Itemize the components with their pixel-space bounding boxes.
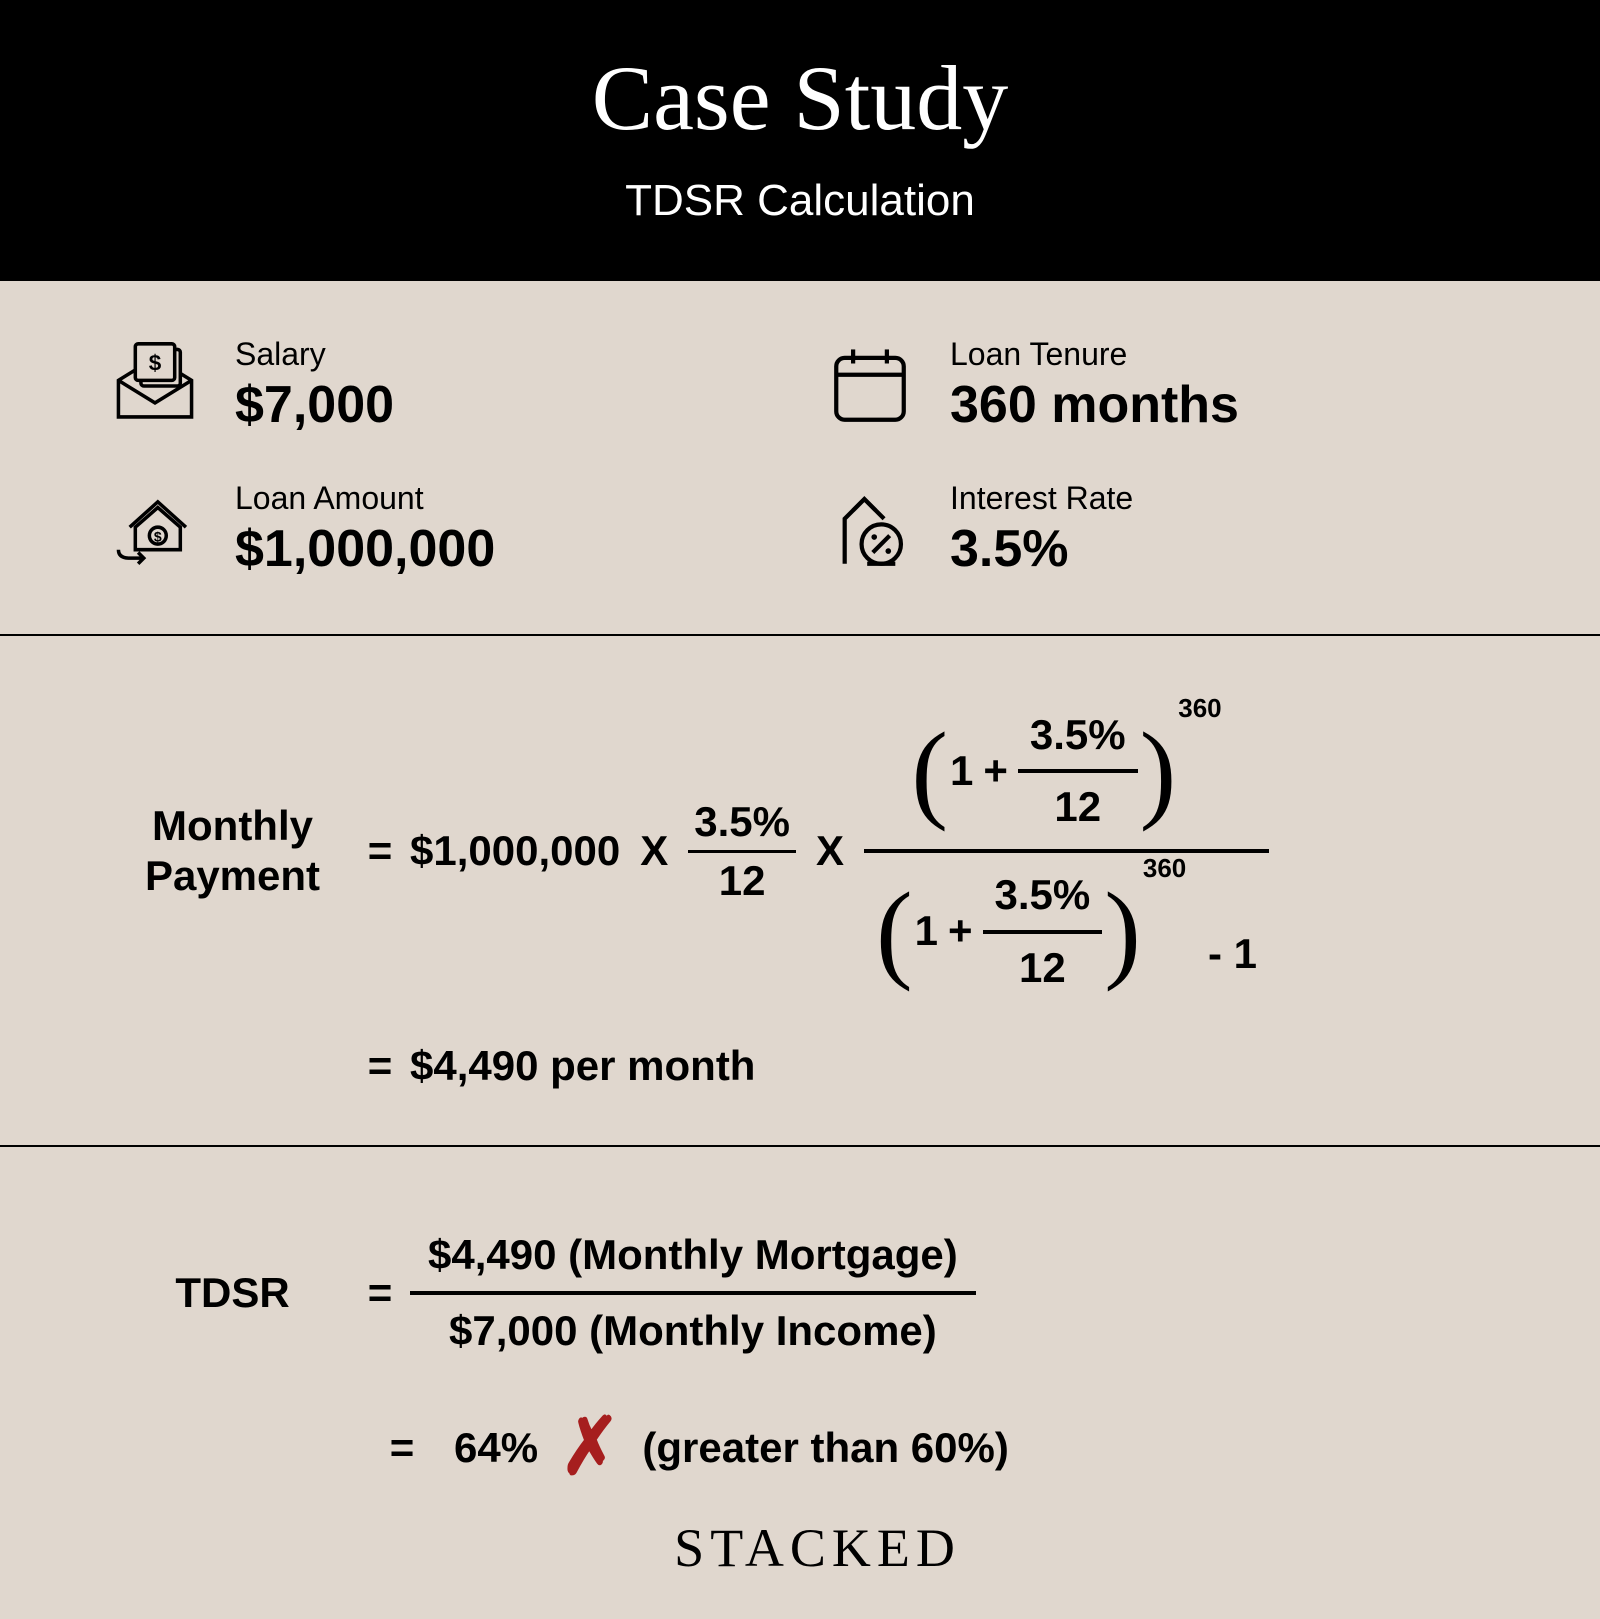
- equals-sign: =: [350, 1042, 410, 1090]
- tdsr-fail-note: (greater than 60%): [642, 1424, 1008, 1472]
- house-loan-icon: $: [110, 485, 200, 575]
- tdsr-result-row: = 64% ✗ (greater than 60%): [115, 1419, 1520, 1477]
- plus: +: [983, 748, 1008, 794]
- multiply-sign: X: [640, 827, 668, 875]
- tenure-label: Loan Tenure: [950, 336, 1239, 373]
- exponent: 360: [1143, 854, 1186, 883]
- header: Case Study TDSR Calculation: [0, 0, 1600, 281]
- monthly-payment-result-row: = $4,490 per month: [115, 1042, 1520, 1090]
- plus: +: [948, 908, 973, 954]
- fail-mark-icon: ✗: [560, 1416, 620, 1479]
- calendar-icon: [825, 341, 915, 431]
- input-rate: Interest Rate 3.5%: [825, 480, 1500, 579]
- minus-one: - 1: [1208, 930, 1257, 977]
- salary-label: Salary: [235, 336, 394, 373]
- interest-icon: [825, 485, 915, 575]
- input-tenure: Loan Tenure 360 months: [825, 336, 1500, 435]
- multiply-sign: X: [816, 827, 844, 875]
- monthly-payment-result: $4,490 per month: [410, 1042, 755, 1090]
- tdsr-section: TDSR = $4,490 (Monthly Mortgage) $7,000 …: [0, 1147, 1600, 1619]
- equals-sign: =: [372, 1424, 432, 1472]
- salary-value: $7,000: [235, 375, 394, 435]
- tdsr-numerator: $4,490 (Monthly Mortgage): [410, 1222, 976, 1288]
- rate-value: 3.5%: [950, 519, 1133, 579]
- monthly-payment-label: Monthly Payment: [115, 801, 350, 902]
- tdsr-fraction: $4,490 (Monthly Mortgage) $7,000 (Monthl…: [410, 1222, 976, 1364]
- tdsr-denominator: $7,000 (Monthly Income): [431, 1298, 955, 1364]
- rate-numer: 3.5%: [688, 797, 796, 847]
- equals-sign: =: [350, 827, 410, 875]
- footer-logo: STACKED: [115, 1517, 1520, 1579]
- tenure-value: 360 months: [950, 375, 1239, 435]
- one: 1: [915, 908, 938, 954]
- tdsr-percent: 64%: [454, 1424, 538, 1472]
- one: 1: [950, 748, 973, 794]
- compound-fraction: ( 1 + 3.5% 12 ) 360: [864, 696, 1269, 1007]
- svg-text:$: $: [154, 528, 162, 544]
- rate-over-12-inner: 3.5% 12: [1018, 704, 1138, 838]
- inputs-grid: $ Salary $7,000 Loan Tenure 360 months: [0, 281, 1600, 636]
- page-subtitle: TDSR Calculation: [0, 176, 1600, 226]
- tdsr-label: TDSR: [115, 1268, 350, 1318]
- monthly-payment-formula: Monthly Payment = $1,000,000 X 3.5% 12 X…: [115, 696, 1520, 1007]
- rate-denom: 12: [713, 856, 772, 906]
- monthly-payment-section: Monthly Payment = $1,000,000 X 3.5% 12 X…: [0, 636, 1600, 1147]
- salary-icon: $: [110, 341, 200, 431]
- input-salary: $ Salary $7,000: [110, 336, 785, 435]
- page-title: Case Study: [0, 45, 1600, 151]
- svg-text:$: $: [149, 350, 162, 375]
- amount-value: $1,000,000: [235, 519, 495, 579]
- amount-label: Loan Amount: [235, 480, 495, 517]
- principal-value: $1,000,000: [410, 827, 620, 875]
- rate-over-12-inner: 3.5% 12: [983, 864, 1103, 998]
- input-amount: $ Loan Amount $1,000,000: [110, 480, 785, 579]
- equals-sign: =: [350, 1269, 410, 1317]
- tdsr-formula: TDSR = $4,490 (Monthly Mortgage) $7,000 …: [115, 1222, 1520, 1364]
- rate-over-12: 3.5% 12: [688, 797, 796, 906]
- rate-label: Interest Rate: [950, 480, 1133, 517]
- exponent: 360: [1178, 694, 1221, 723]
